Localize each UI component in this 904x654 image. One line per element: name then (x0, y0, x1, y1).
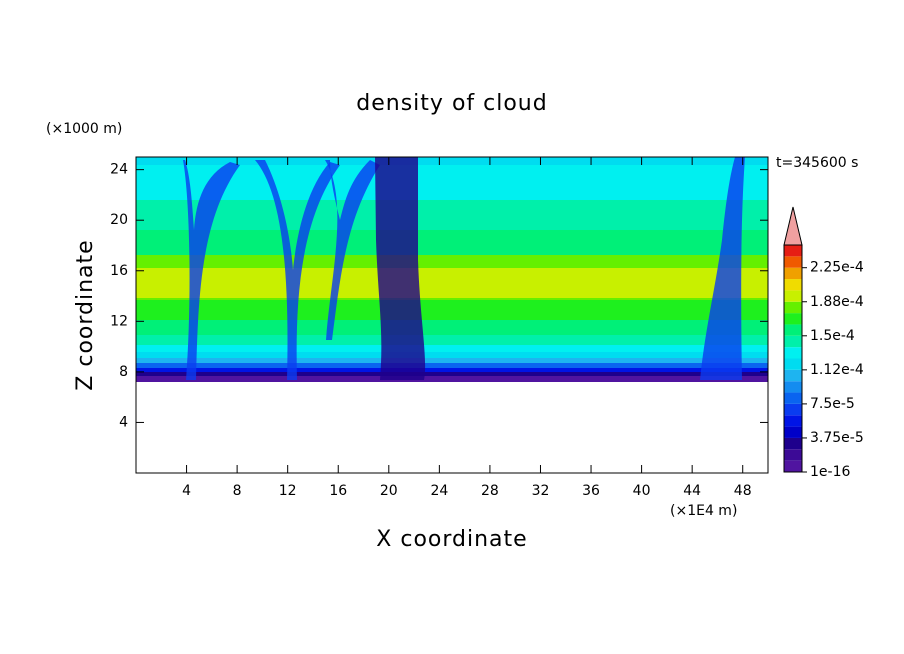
x-axis-label: X coordinate (376, 527, 527, 552)
field-feature (325, 160, 380, 340)
field-band (136, 368, 768, 372)
field-band (136, 165, 768, 200)
field-band (136, 376, 768, 382)
colorbar-band (784, 301, 802, 314)
colorbar-band (784, 347, 802, 359)
field-band (136, 320, 768, 335)
y-unit: (×1000 m) (46, 121, 122, 137)
x-unit: (×1E4 m) (670, 503, 737, 519)
x-tick-label: 20 (380, 483, 398, 499)
colorbar-tick-label: 1e-16 (810, 464, 850, 480)
colorbar-band (784, 460, 802, 472)
x-tick-label: 4 (182, 483, 191, 499)
colorbar-band (784, 324, 802, 336)
plot-frame (135, 156, 769, 474)
colorbar-frame (783, 244, 803, 473)
field-band (136, 363, 768, 368)
x-tick-label: 48 (734, 483, 752, 499)
y-axis-label: Z coordinate (73, 239, 98, 390)
field-feature (375, 157, 426, 380)
colorbar-band (784, 403, 802, 416)
colorbar-band (784, 267, 802, 280)
colorbar-tick-label: 3.75e-5 (810, 430, 864, 446)
field-band (136, 300, 768, 320)
colorbar-band (784, 256, 802, 268)
field-band (136, 157, 768, 165)
x-tick-label: 28 (481, 483, 499, 499)
colorbar-band (784, 415, 802, 427)
x-tick-label: 16 (329, 483, 347, 499)
field-feature (255, 160, 340, 380)
time-annotation: t=345600 s (776, 155, 858, 171)
colorbar-band (784, 426, 802, 438)
y-tick-label: 20 (110, 212, 128, 228)
field-feature (183, 160, 240, 380)
chart-title: density of cloud (356, 91, 547, 116)
colorbar-band (784, 369, 802, 382)
field-band (136, 230, 768, 255)
x-tick-label: 8 (233, 483, 242, 499)
colorbar-tick-label: 1.12e-4 (810, 362, 864, 378)
field-band (136, 372, 768, 376)
x-tick-label: 24 (430, 483, 448, 499)
colorbar-band (784, 279, 802, 291)
x-tick-label: 12 (279, 483, 297, 499)
field-band (136, 345, 768, 352)
x-tick-label: 32 (532, 483, 550, 499)
field-feature (700, 157, 745, 380)
field-band (136, 358, 768, 363)
colorbar-band (784, 392, 802, 404)
y-tick-label: 4 (119, 414, 128, 430)
x-tick-label: 44 (683, 483, 701, 499)
y-tick-label: 16 (110, 263, 128, 279)
field-band (136, 352, 768, 358)
colorbar-tick-label: 2.25e-4 (810, 260, 864, 276)
field-band (136, 200, 768, 230)
colorbar-band (784, 381, 802, 393)
colorbar-band (784, 313, 802, 325)
field-band (136, 335, 768, 345)
colorbar-band (784, 437, 802, 450)
colorbar-band (784, 335, 802, 348)
colorbar-band (784, 290, 802, 302)
colorbar-extend (783, 206, 803, 246)
x-tick-label: 36 (582, 483, 600, 499)
colorbar-band (784, 449, 802, 461)
y-tick-label: 12 (110, 313, 128, 329)
colorbar-tick-label: 1.88e-4 (810, 294, 864, 310)
field-band (136, 268, 768, 298)
colorbar-tick-label: 1.5e-4 (810, 328, 855, 344)
x-tick-label: 40 (633, 483, 651, 499)
y-tick-label: 24 (110, 162, 128, 178)
colorbar-tick-label: 7.5e-5 (810, 396, 855, 412)
colorbar-band (784, 358, 802, 370)
colorbar-band (784, 245, 802, 257)
y-tick-label: 8 (119, 364, 128, 380)
